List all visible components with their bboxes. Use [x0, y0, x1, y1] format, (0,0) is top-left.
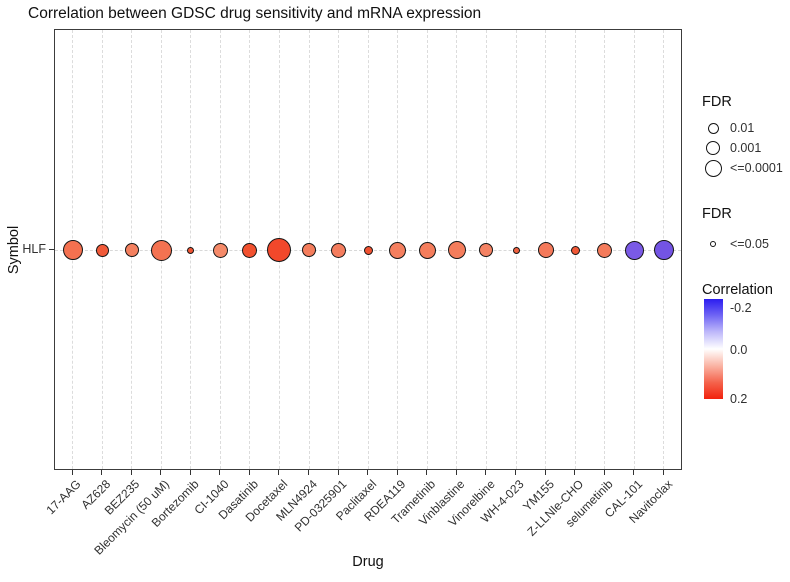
legend-item: <=0.05: [700, 234, 769, 254]
legend-circle-icon: [700, 141, 726, 155]
data-point: [389, 241, 407, 259]
data-point: [479, 243, 494, 257]
x-tick-mark: [278, 470, 280, 475]
correlation-colorbar: [704, 299, 723, 399]
legend-correlation: Correlation -0.2 0.0 0.2: [700, 282, 790, 412]
data-point: [302, 243, 317, 257]
data-point: [653, 240, 674, 260]
data-point: [62, 240, 83, 260]
colorbar-max-label: -0.2: [730, 301, 752, 315]
x-tick-label: 17-AAG: [43, 477, 84, 518]
colorbar-mid-label: 0.0: [730, 343, 748, 357]
legend-fdr-size: FDR 0.01 0.001 <=0.0001: [700, 94, 783, 178]
plot-title: Correlation between GDSC drug sensitivit…: [28, 5, 482, 22]
colorbar-min-label: 0.2: [730, 392, 748, 406]
x-tick-mark: [485, 470, 487, 475]
legend-item-label: <=0.05: [730, 237, 769, 251]
legend-item-label: <=0.0001: [730, 161, 783, 175]
legend-correlation-title: Correlation: [702, 282, 773, 298]
data-point: [570, 245, 580, 255]
x-tick-mark: [426, 470, 428, 475]
x-tick-mark: [633, 470, 635, 475]
legend-fdr-size-title: FDR: [702, 94, 732, 110]
data-point: [95, 243, 109, 257]
x-tick-mark: [337, 470, 339, 475]
data-point: [242, 242, 258, 258]
data-point: [331, 242, 347, 258]
data-point: [537, 242, 554, 258]
plot-panel: [54, 29, 682, 470]
data-point: [418, 241, 436, 259]
x-tick-mark: [248, 470, 250, 475]
x-tick-mark: [189, 470, 191, 475]
legend-circle-icon: [700, 241, 726, 247]
legend-item: <=0.0001: [700, 158, 783, 178]
legend-fdr-small-title: FDR: [702, 206, 732, 222]
data-point: [624, 240, 644, 260]
data-point: [363, 245, 373, 255]
legend-item-label: 0.001: [730, 141, 762, 155]
legend-circle-icon: [700, 122, 726, 134]
x-tick-mark: [219, 470, 221, 475]
data-point: [212, 242, 228, 258]
x-tick-mark: [515, 470, 517, 475]
x-tick-mark: [308, 470, 310, 475]
data-point: [597, 242, 613, 258]
data-point: [124, 243, 139, 257]
x-tick-mark: [367, 470, 369, 475]
x-tick-mark: [71, 470, 73, 475]
data-point: [447, 241, 466, 259]
data-point: [150, 239, 172, 261]
legend-circle-icon: [700, 159, 726, 177]
x-tick-mark: [662, 470, 664, 475]
y-tick-label: HLF: [22, 242, 46, 256]
data-point: [267, 238, 292, 262]
x-tick-mark: [603, 470, 605, 475]
x-tick-mark: [544, 470, 546, 475]
legend-item: 0.001: [700, 138, 783, 158]
data-point: [512, 246, 520, 254]
x-tick-mark: [396, 470, 398, 475]
legend-item-label: 0.01: [730, 121, 755, 135]
legend-fdr-small: FDR <=0.05: [700, 206, 769, 254]
x-tick-mark: [574, 470, 576, 475]
x-axis-title: Drug: [352, 554, 384, 570]
x-tick-mark: [455, 470, 457, 475]
legend-item: 0.01: [700, 118, 783, 138]
y-axis-title: Symbol: [6, 225, 22, 275]
x-tick-mark: [130, 470, 132, 475]
x-tick-mark: [101, 470, 103, 475]
x-tick-mark: [160, 470, 162, 475]
data-point: [187, 246, 195, 254]
y-tick-mark: [49, 249, 54, 250]
